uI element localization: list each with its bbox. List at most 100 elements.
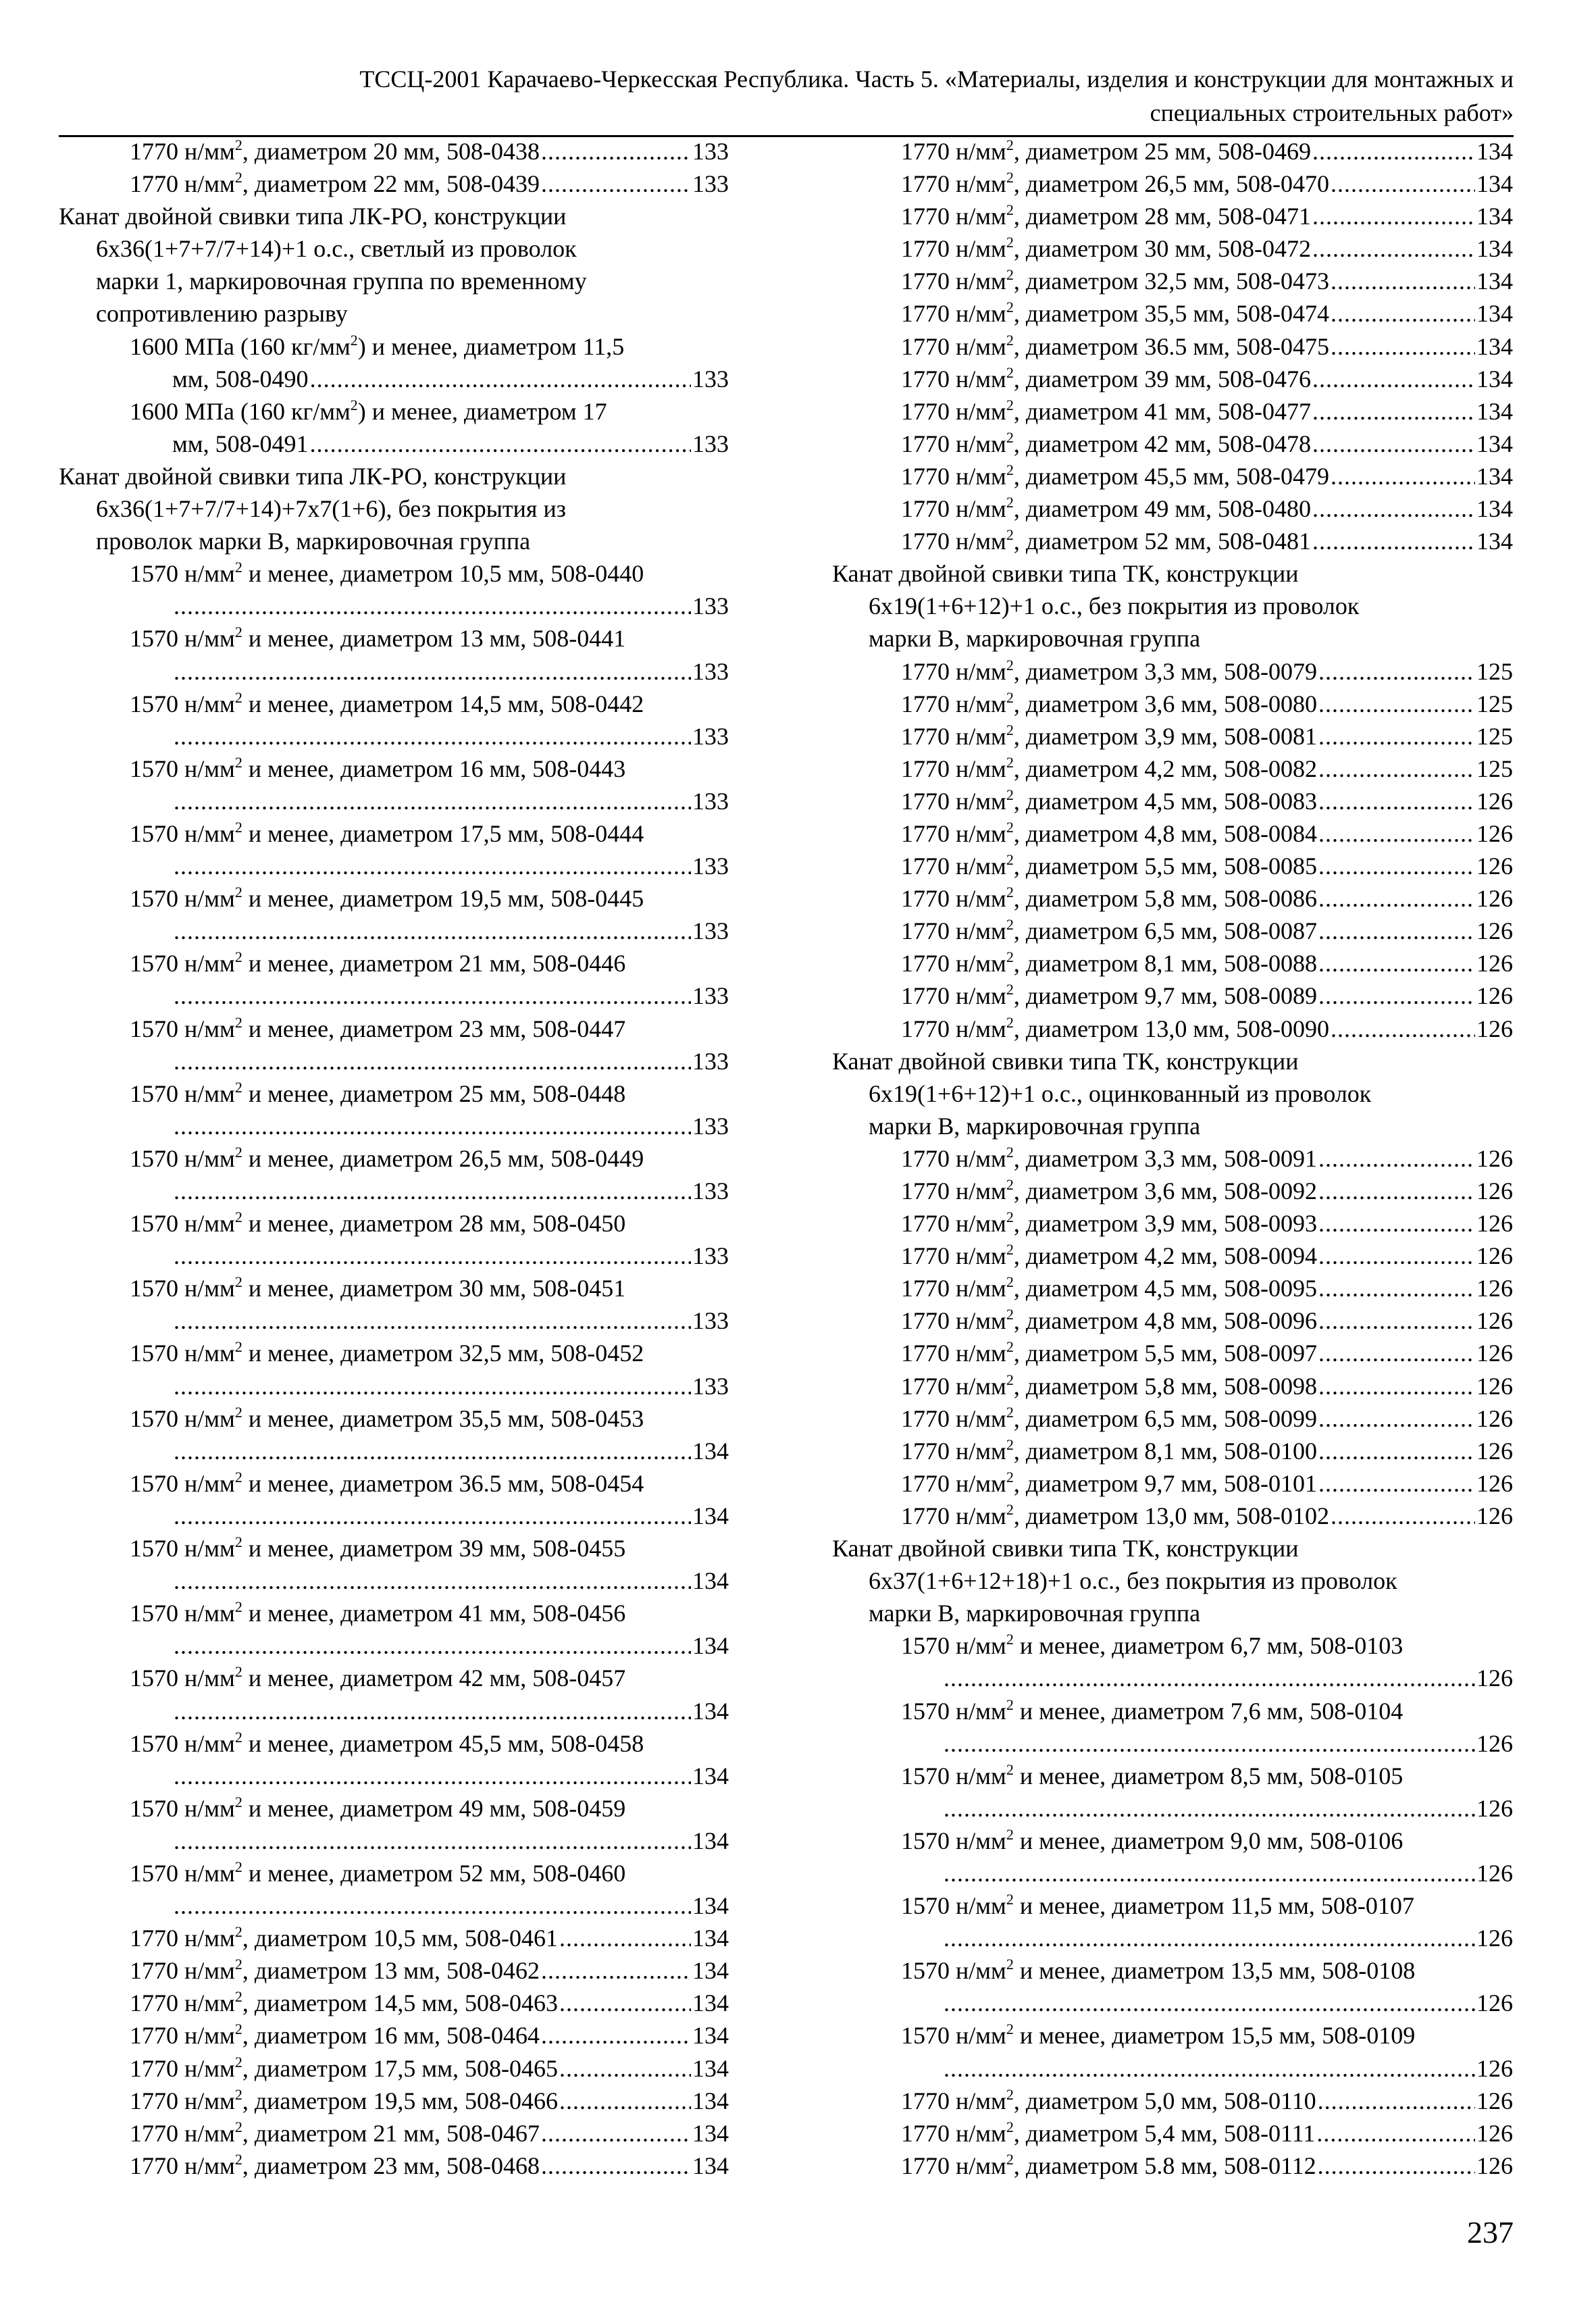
page-reference: 134 xyxy=(692,1989,729,2017)
entry-text: 1570 н/мм2 и менее, диаметром 11,5 мм, 5… xyxy=(901,1891,1414,1920)
superscript: 2 xyxy=(1006,428,1014,446)
index-entry: ........................................… xyxy=(59,1435,729,1467)
superscript: 2 xyxy=(234,1013,242,1031)
entry-text: 1770 н/мм2, диаметром 5.8 мм, 508-0112 xyxy=(901,2150,1316,2179)
index-entry: 1770 н/мм2, диаметром 42 мм, 508-0478...… xyxy=(832,428,1513,460)
index-entry: мм, 508-0490............................… xyxy=(59,363,729,395)
index-heading-line: 1570 н/мм2 и менее, диаметром 26,5 мм, 5… xyxy=(59,1142,729,1175)
index-entry: 1770 н/мм2, диаметром 8,1 мм, 508-0088..… xyxy=(832,947,1513,980)
index-entry: ........................................… xyxy=(59,850,729,882)
index-entry: 1770 н/мм2, диаметром 4,2 мм, 508-0094..… xyxy=(832,1240,1513,1272)
index-entry: 1770 н/мм2, диаметром 3,3 мм, 508-0079..… xyxy=(832,655,1513,688)
index-heading-line: 1570 н/мм2 и менее, диаметром 39 мм, 508… xyxy=(59,1532,729,1565)
dot-leader: ........................................… xyxy=(1318,1242,1475,1270)
dot-leader: ........................................… xyxy=(1312,495,1475,523)
dot-leader: ........................................… xyxy=(174,853,691,880)
dot-leader: ........................................… xyxy=(1330,1502,1475,1529)
dot-leader: ........................................… xyxy=(174,1762,691,1789)
page-reference: 134 xyxy=(692,1567,729,1595)
entry-text: марки В, маркировочная группа xyxy=(869,1112,1201,1140)
superscript: 2 xyxy=(1006,1500,1014,1518)
entry-text: 1770 н/мм2, диаметром 30 мм, 508-0472 xyxy=(901,234,1311,263)
index-heading-line: 6x36(1+7+7/7+14)+7x7(1+6), без покрытия … xyxy=(59,492,729,525)
page-reference: 125 xyxy=(1476,657,1513,685)
dot-leader: ........................................… xyxy=(944,2054,1475,2082)
entry-text: 1600 МПа (160 кг/мм2) и менее, диаметром… xyxy=(130,396,607,425)
index-entry: ........................................… xyxy=(59,1304,729,1337)
index-entry: ........................................… xyxy=(59,1240,729,1272)
superscript: 2 xyxy=(1006,1143,1014,1161)
entry-text: Канат двойной свивки типа ТК, конструкци… xyxy=(832,1047,1299,1075)
dot-leader: ........................................… xyxy=(1312,235,1475,263)
page-reference: 134 xyxy=(692,1762,729,1789)
index-entry: 1770 н/мм2, диаметром 13,0 мм, 508-0090.… xyxy=(832,1013,1513,1045)
entry-text: 6x36(1+7+7/7+14)+7x7(1+6), без покрытия … xyxy=(96,495,566,523)
page-reference: 126 xyxy=(1476,1502,1513,1529)
dot-leader: ........................................… xyxy=(174,917,691,945)
index-heading-line: марки 1, маркировочная группа по временн… xyxy=(59,265,729,297)
page-reference: 126 xyxy=(1476,1664,1513,1692)
entry-text: 1770 н/мм2, диаметром 28 мм, 508-0471 xyxy=(901,201,1311,230)
entry-text: 1770 н/мм2, диаметром 8,1 мм, 508-0088 xyxy=(901,948,1317,977)
index-heading-line: 1570 н/мм2 и менее, диаметром 8,5 мм, 50… xyxy=(832,1760,1513,1792)
superscript: 2 xyxy=(234,688,242,706)
superscript: 2 xyxy=(1006,688,1014,706)
superscript: 2 xyxy=(1006,1306,1014,1323)
index-entry: 1770 н/мм2, диаметром 8,1 мм, 508-0100..… xyxy=(832,1435,1513,1467)
index-heading-line: 1570 н/мм2 и менее, диаметром 14,5 мм, 5… xyxy=(59,688,729,720)
index-heading-line: 1570 н/мм2 и менее, диаметром 16 мм, 508… xyxy=(59,753,729,785)
superscript: 2 xyxy=(234,1273,242,1291)
index-heading-line: 1570 н/мм2 и менее, диаметром 13 мм, 508… xyxy=(59,622,729,655)
index-entry: ........................................… xyxy=(59,1565,729,1597)
dot-leader: ........................................… xyxy=(1318,657,1475,685)
superscript: 2 xyxy=(1006,1760,1014,1778)
entry-text: 1770 н/мм2, диаметром 26,5 мм, 508-0470 xyxy=(901,169,1329,198)
entry-text: мм, 508-0490 xyxy=(172,365,309,392)
page-reference: 126 xyxy=(1476,1989,1513,2017)
page-reference: 133 xyxy=(692,170,729,198)
dot-leader: ........................................… xyxy=(1330,332,1475,360)
superscript: 2 xyxy=(234,1403,242,1421)
entry-text: 1600 МПа (160 кг/мм2) и менее, диаметром… xyxy=(130,331,625,360)
index-heading-line: 1570 н/мм2 и менее, диаметром 41 мм, 508… xyxy=(59,1597,729,1629)
dot-leader: ........................................… xyxy=(174,787,691,815)
entry-text: 1570 н/мм2 и менее, диаметром 14,5 мм, 5… xyxy=(130,688,644,717)
entry-text: 1570 н/мм2 и менее, диаметром 6,7 мм, 50… xyxy=(901,1631,1404,1660)
entry-text: 1770 н/мм2, диаметром 3,3 мм, 508-0091 xyxy=(901,1143,1317,1172)
index-entry: 1770 н/мм2, диаметром 28 мм, 508-0471...… xyxy=(832,200,1513,232)
dot-leader: ........................................… xyxy=(540,2152,691,2179)
superscript: 2 xyxy=(234,2053,242,2070)
index-heading-line: 1570 н/мм2 и менее, диаметром 13,5 мм, 5… xyxy=(832,1954,1513,1987)
dot-leader: ........................................… xyxy=(1318,950,1475,977)
index-heading-line: Канат двойной свивки типа ЛК-РО, констру… xyxy=(59,200,729,232)
index-heading-line: 1570 н/мм2 и менее, диаметром 49 мм, 508… xyxy=(59,1792,729,1825)
index-column-right: 1770 н/мм2, диаметром 25 мм, 508-0469...… xyxy=(832,135,1513,2182)
entry-text: 1770 н/мм2, диаметром 39 мм, 508-0476 xyxy=(901,363,1311,392)
entry-text: 1770 н/мм2, диаметром 4,8 мм, 508-0084 xyxy=(901,818,1317,847)
entry-text: проволок марки В, маркировочная группа xyxy=(96,528,531,555)
page-reference: 133 xyxy=(692,430,729,457)
dot-leader: ........................................… xyxy=(174,1047,691,1075)
page-reference: 126 xyxy=(1476,787,1513,815)
entry-text: 1770 н/мм2, диаметром 5,5 мм, 508-0085 xyxy=(901,851,1317,880)
index-heading-line: 1570 н/мм2 и менее, диаметром 21 мм, 508… xyxy=(59,947,729,980)
page-reference: 133 xyxy=(692,1307,729,1335)
superscript: 2 xyxy=(234,1598,242,1616)
index-heading-line: Канат двойной свивки типа ТК, конструкци… xyxy=(832,1045,1513,1077)
index-column-left: 1770 н/мм2, диаметром 20 мм, 508-0438...… xyxy=(59,135,729,2182)
index-entry: 1770 н/мм2, диаметром 22 мм, 508-0439...… xyxy=(59,168,729,200)
entry-text: 1770 н/мм2, диаметром 10,5 мм, 508-0461 xyxy=(130,1923,558,1952)
index-entry: ........................................… xyxy=(832,1922,1513,1954)
index-entry: 1770 н/мм2, диаметром 25 мм, 508-0469...… xyxy=(832,135,1513,168)
entry-text: 1770 н/мм2, диаметром 4,2 мм, 508-0094 xyxy=(901,1241,1317,1270)
entry-text: 1770 н/мм2, диаметром 13 мм, 508-0462 xyxy=(130,1956,540,1985)
index-entry: мм, 508-0491............................… xyxy=(59,428,729,460)
dot-leader: ........................................… xyxy=(1312,430,1475,457)
dot-leader: ........................................… xyxy=(1330,1015,1475,1042)
superscript: 2 xyxy=(234,948,242,966)
superscript: 2 xyxy=(234,1338,242,1356)
entry-text: Канат двойной свивки типа ТК, конструкци… xyxy=(832,1535,1299,1562)
superscript: 2 xyxy=(1006,266,1014,284)
page-reference: 134 xyxy=(692,1502,729,1529)
entry-text: 1770 н/мм2, диаметром 5,8 мм, 508-0086 xyxy=(901,884,1317,913)
